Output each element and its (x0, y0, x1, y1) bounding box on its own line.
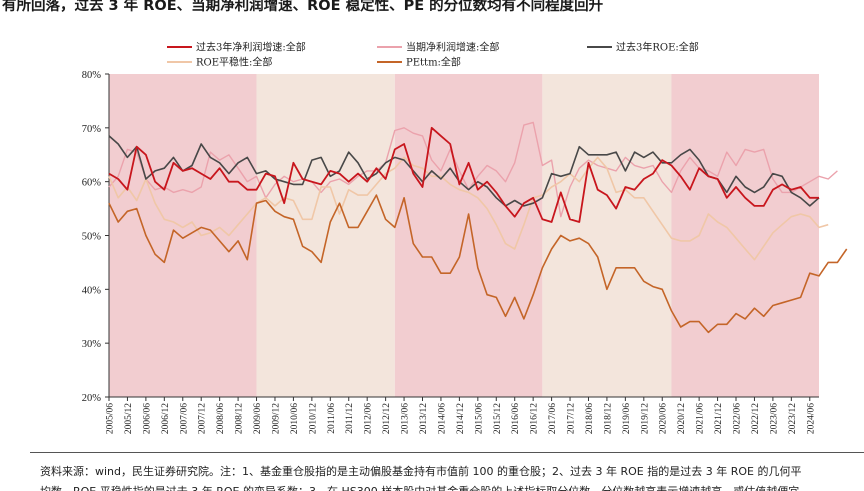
y-tick-label: 50% (82, 232, 102, 243)
x-tick-label: 2020/12 (677, 403, 687, 434)
footnote-line-2: 均数，ROE 平稳性指的是过去 3 年 ROE 的变异系数；3、在 HS300 … (40, 482, 864, 491)
footer-divider (30, 452, 864, 453)
x-tick-label: 2021/12 (714, 403, 724, 434)
x-tick-label: 2013/06 (401, 403, 411, 434)
x-tick-label: 2022/06 (733, 403, 743, 434)
x-tick-label: 2008/12 (235, 403, 245, 434)
x-tick-label: 2024/06 (806, 403, 816, 434)
y-tick-label: 20% (82, 393, 102, 404)
x-tick-label: 2016/12 (530, 403, 540, 434)
x-tick-label: 2023/06 (769, 403, 779, 434)
x-tick-label: 2021/06 (696, 403, 706, 434)
x-tick-label: 2007/12 (198, 403, 208, 434)
x-tick-label: 2020/06 (659, 403, 669, 434)
percentile-line-chart: 20% 30% 40% 50% 60% 70% 80% 2005/06 2005/12 2006… (82, 41, 848, 434)
x-tick-label: 2019/06 (622, 403, 632, 434)
x-tick-label: 2014/12 (456, 403, 466, 434)
series-line-3 (108, 135, 820, 207)
x-tick-label: 2018/12 (603, 403, 613, 434)
x-tick-label: 2012/06 (364, 403, 374, 434)
series-lines (108, 121, 848, 334)
x-tick-label: 2022/12 (751, 403, 761, 434)
x-tick-label: 2015/12 (493, 403, 503, 434)
legend-label-2: 当期净利润增速:全部 (406, 41, 499, 54)
shaded-periods (109, 74, 819, 397)
x-tick-label: 2017/12 (567, 403, 577, 434)
chart-legend: 过去3年净利润增速:全部 当期净利润增速:全部 过去3年ROE:全部 ROE平稳性:全… (167, 41, 699, 69)
x-tick-label: 2006/12 (161, 403, 171, 434)
page-heading: 有所回落，过去 3 年 ROE、当期净利润增速、ROE 稳定性、PE 的分位数均… (2, 0, 604, 14)
x-tick-label: 2010/12 (308, 403, 318, 434)
x-tick-label: 2008/06 (216, 403, 226, 434)
x-tick-label: 2009/12 (271, 403, 281, 434)
x-tick-label: 2009/06 (253, 403, 263, 434)
y-tick-label: 70% (82, 124, 102, 135)
shaded-period-4 (542, 74, 672, 397)
x-tick-label: 2016/06 (511, 403, 521, 434)
x-tick-label: 2012/12 (382, 403, 392, 434)
x-axis-ticks: 2005/06 2005/12 2006/06 2006/12 2007/06 2007/… (106, 397, 816, 434)
y-axis-ticks: 20% 30% 40% 50% 60% 70% 80% (82, 70, 109, 404)
x-tick-label: 2019/12 (640, 403, 650, 434)
y-tick-label: 30% (82, 339, 102, 350)
series-line-2 (108, 121, 838, 218)
x-tick-label: 2006/06 (142, 403, 152, 434)
x-tick-label: 2018/06 (585, 403, 595, 434)
x-tick-label: 2017/06 (548, 403, 558, 434)
x-tick-label: 2010/06 (290, 403, 300, 434)
x-tick-label: 2005/06 (106, 403, 116, 434)
x-tick-label: 2007/06 (179, 403, 189, 434)
series-line-5 (108, 194, 848, 334)
legend-label-5: PEttm:全部 (406, 56, 461, 69)
shaded-period-5 (671, 74, 819, 397)
x-tick-label: 2013/12 (419, 403, 429, 434)
legend-label-1: 过去3年净利润增速:全部 (196, 41, 306, 54)
x-tick-label: 2011/12 (345, 403, 355, 434)
x-tick-label: 2005/12 (124, 403, 134, 434)
x-tick-label: 2023/12 (788, 403, 798, 434)
series-line-1 (108, 126, 819, 223)
legend-label-4: ROE平稳性:全部 (196, 56, 272, 69)
y-tick-label: 40% (82, 285, 102, 296)
x-tick-label: 2011/06 (327, 403, 337, 434)
x-tick-label: 2014/06 (437, 403, 447, 434)
y-tick-label: 60% (82, 178, 102, 189)
series-line-4 (108, 156, 829, 261)
x-tick-label: 2015/06 (474, 403, 484, 434)
footnote-line-1: 资料来源：wind，民生证券研究院。注：1、基金重仓股指的是主动偏股基金持有市值… (40, 465, 802, 478)
legend-label-3: 过去3年ROE:全部 (616, 41, 699, 54)
shaded-period-3 (394, 74, 543, 397)
y-tick-label: 80% (82, 70, 102, 81)
source-footnote: 资料来源：wind，民生证券研究院。注：1、基金重仓股指的是主动偏股基金持有市值… (40, 462, 864, 491)
shaded-period-1 (109, 74, 257, 397)
shaded-period-2 (256, 74, 395, 397)
